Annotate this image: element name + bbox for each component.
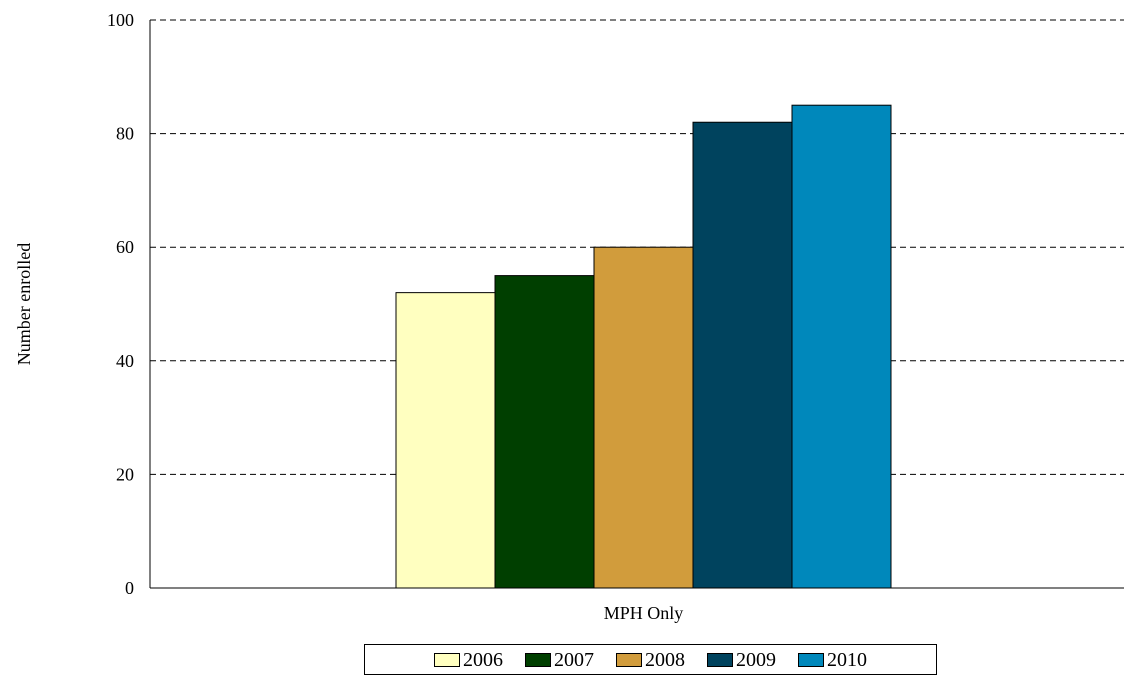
y-tick-label: 60: [116, 237, 134, 257]
legend-item-2010: 2010: [798, 650, 867, 670]
y-tick-label: 80: [116, 124, 134, 144]
y-tick-labels: 0 20 40 60 80 100: [107, 10, 134, 598]
bar-2006: [395, 292, 496, 589]
legend-item-2007: 2007: [525, 650, 594, 670]
legend: 2006 2007 2008 2009 2010: [364, 644, 937, 675]
legend-swatch: [707, 652, 733, 667]
axes: [149, 20, 1124, 589]
legend-swatch: [616, 652, 642, 667]
x-tick-labels: MPH Only: [604, 603, 684, 623]
y-tick-label: 100: [107, 10, 134, 30]
x-tick-label: MPH Only: [604, 603, 684, 623]
legend-label: 2007: [554, 648, 594, 671]
bar-2008: [593, 246, 694, 589]
legend-item-2008: 2008: [616, 650, 685, 670]
bar-group: [395, 104, 892, 589]
legend-label: 2009: [736, 648, 776, 671]
legend-swatch: [798, 652, 824, 667]
legend-swatch: [525, 652, 551, 667]
y-tick-label: 40: [116, 351, 134, 371]
legend-label: 2008: [645, 648, 685, 671]
y-tick-label: 20: [116, 464, 134, 484]
y-tick-label: 0: [125, 578, 134, 598]
legend-label: 2010: [827, 648, 867, 671]
bar-2010: [791, 104, 892, 589]
bar-2007: [494, 275, 595, 589]
gridlines: [150, 19, 1124, 475]
legend-item-2006: 2006: [434, 650, 503, 670]
y-axis-title: Number enrolled: [14, 243, 34, 365]
chart: 0 20 40 60 80 100 MPH Only Number enrolled: [14, 10, 1124, 623]
bar-2009: [692, 121, 793, 589]
legend-item-2009: 2009: [707, 650, 776, 670]
legend-label: 2006: [463, 648, 503, 671]
legend-swatch: [434, 652, 460, 667]
